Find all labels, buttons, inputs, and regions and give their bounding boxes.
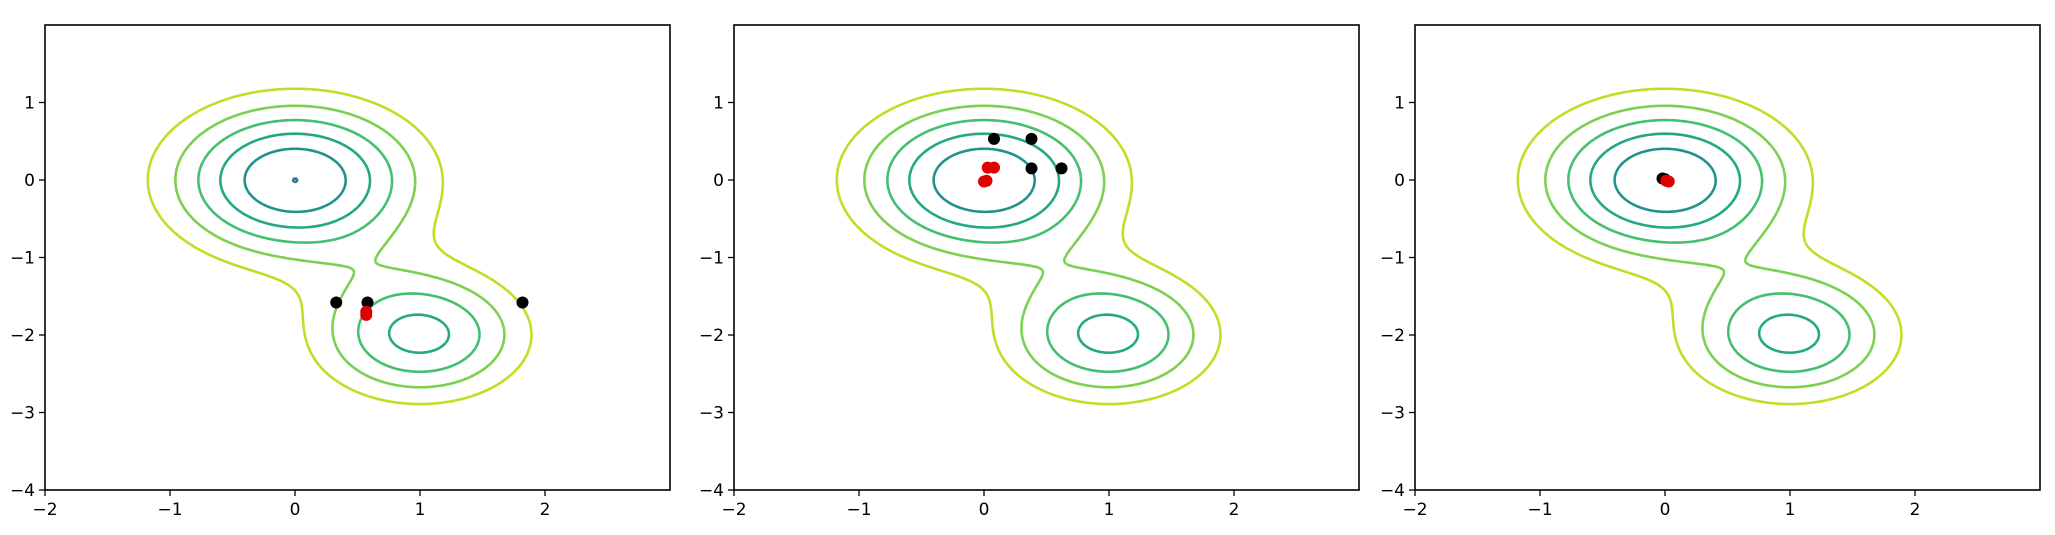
contour-level-5 — [291, 177, 299, 184]
x-tick-label: −2 — [721, 500, 746, 520]
black-point — [516, 296, 529, 309]
x-tick-label: −1 — [157, 500, 182, 520]
x-tick-label: 1 — [1785, 500, 1796, 520]
contour-lines — [146, 87, 533, 406]
red-point — [1662, 175, 1675, 188]
y-tick-label: −3 — [699, 404, 724, 424]
contour-level-8 — [197, 118, 481, 374]
contour-lines — [835, 87, 1222, 406]
red-point — [988, 161, 1000, 174]
axes-frame — [44, 24, 671, 491]
x-tick-label: 1 — [415, 500, 426, 520]
contour-lines — [1516, 87, 1903, 406]
x-tick-label: 2 — [1910, 500, 1921, 520]
y-tick-label: 1 — [1394, 94, 1405, 114]
x-tick-label: 0 — [290, 500, 301, 520]
contour-level-7 — [908, 132, 1140, 355]
contour-level-6 — [932, 147, 1036, 214]
y-tick-label: −1 — [1380, 249, 1405, 269]
y-tick-label: 0 — [24, 171, 35, 191]
contour-level-10 — [146, 87, 533, 406]
black-point — [1055, 162, 1068, 175]
contour-level-7 — [219, 132, 451, 355]
y-tick-label: −2 — [1380, 326, 1405, 346]
y-tick-label: −1 — [10, 249, 35, 269]
contour-level-8 — [1567, 118, 1851, 374]
x-tick-label: 1 — [1104, 500, 1115, 520]
black-point — [1025, 162, 1038, 175]
x-tick-label: −2 — [32, 500, 57, 520]
x-tick-label: 0 — [979, 500, 990, 520]
y-tick-label: −4 — [1380, 481, 1405, 501]
contour-level-10 — [1516, 87, 1903, 406]
x-tick-label: −1 — [1527, 500, 1552, 520]
contour-level-9 — [1544, 104, 1876, 389]
y-tick-label: −2 — [699, 326, 724, 346]
chart-panel-3: −2 −1 0 1 2 −4 −3 −2 −1 0 1 — [1380, 24, 2041, 520]
x-tick-label: 0 — [1660, 500, 1671, 520]
black-point — [988, 132, 1000, 145]
contour-level-10 — [835, 87, 1222, 406]
x-tick-label: 2 — [1229, 500, 1240, 520]
y-tick-label: −3 — [10, 404, 35, 424]
y-tick-label: 0 — [713, 171, 724, 191]
axes-frame — [1414, 24, 2041, 491]
y-tick-label: −1 — [699, 249, 724, 269]
y-tick-label: −4 — [10, 481, 35, 501]
y-tick-label: 1 — [713, 94, 724, 114]
x-tick-label: −1 — [846, 500, 871, 520]
y-tick-label: −3 — [1380, 404, 1405, 424]
contour-level-7 — [1589, 132, 1821, 355]
red-point — [980, 174, 993, 187]
contour-level-8 — [886, 118, 1170, 374]
chart-panel-2: −2 −1 0 1 2 −4 −3 −2 −1 0 1 — [699, 24, 1360, 520]
axes-frame — [733, 24, 1360, 491]
y-tick-label: −2 — [10, 326, 35, 346]
y-tick-label: 0 — [1394, 171, 1405, 191]
black-point — [361, 296, 374, 309]
red-point — [360, 308, 373, 321]
contour-level-6 — [1613, 147, 1717, 214]
x-tick-label: 2 — [540, 500, 551, 520]
contour-level-6 — [243, 147, 347, 214]
black-point — [330, 296, 343, 309]
black-point — [1025, 132, 1038, 145]
chart-panel-1: −2 −1 0 1 2 −4 −3 −2 −1 0 1 — [10, 24, 671, 520]
contour-level-9 — [174, 104, 506, 389]
y-tick-label: −4 — [699, 481, 724, 501]
contour-level-9 — [863, 104, 1195, 389]
x-tick-label: −2 — [1402, 500, 1427, 520]
y-tick-label: 1 — [24, 94, 35, 114]
